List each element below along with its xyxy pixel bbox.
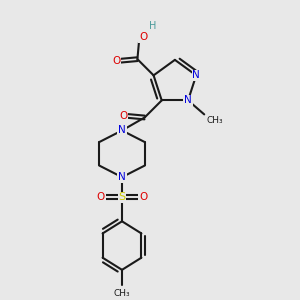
Text: O: O bbox=[139, 192, 147, 203]
Text: CH₃: CH₃ bbox=[206, 116, 223, 125]
Text: CH₃: CH₃ bbox=[114, 289, 130, 298]
Text: O: O bbox=[112, 56, 120, 66]
Text: O: O bbox=[119, 111, 128, 121]
Text: O: O bbox=[139, 32, 147, 42]
Text: H: H bbox=[149, 21, 156, 31]
Text: N: N bbox=[184, 95, 192, 105]
Text: N: N bbox=[118, 172, 126, 182]
Text: S: S bbox=[118, 192, 126, 203]
Text: N: N bbox=[118, 125, 126, 136]
Text: O: O bbox=[97, 192, 105, 203]
Text: N: N bbox=[192, 70, 200, 80]
